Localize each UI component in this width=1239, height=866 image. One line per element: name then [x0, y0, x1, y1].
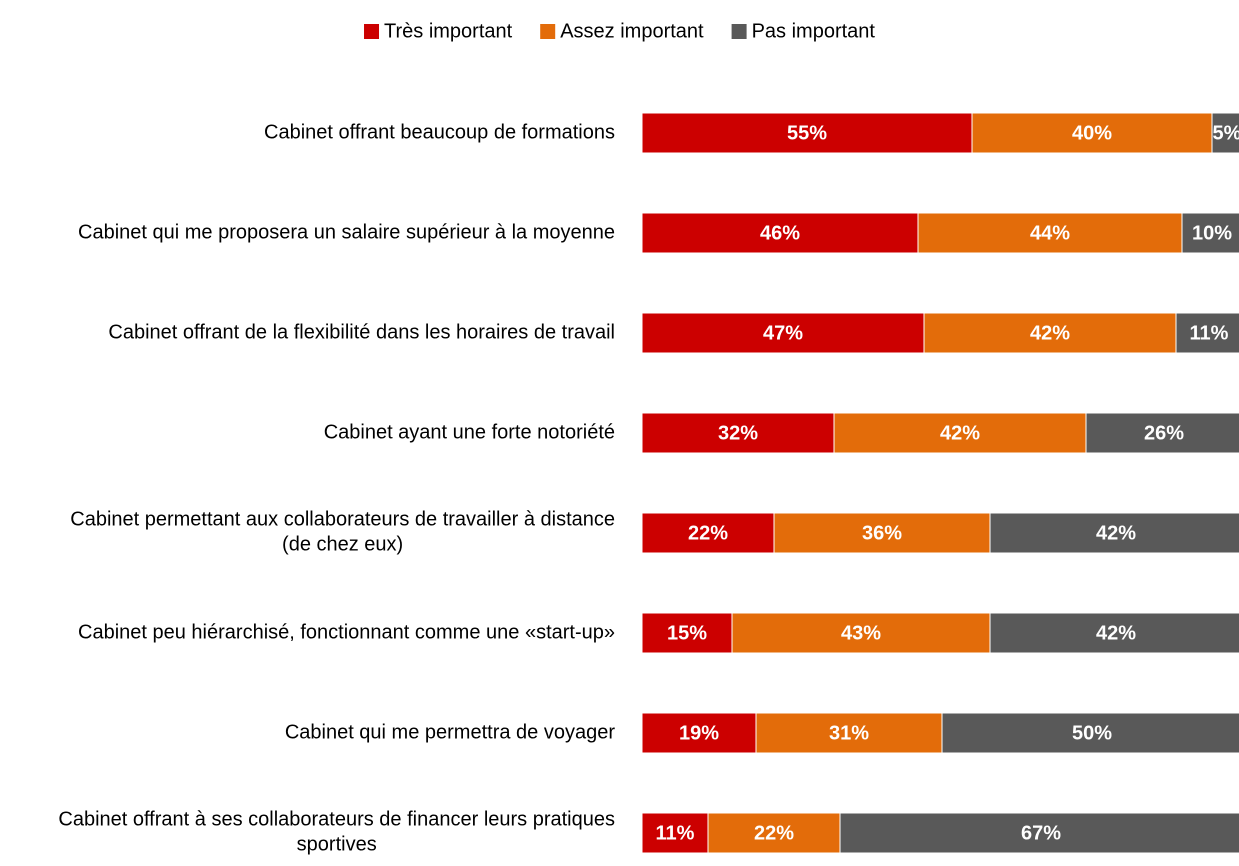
- value-label: 50%: [1072, 722, 1112, 744]
- value-label: 42%: [1096, 622, 1136, 644]
- value-label: 10%: [1192, 222, 1232, 244]
- legend-swatch: [731, 24, 747, 39]
- bar-segment: [1181, 212, 1239, 254]
- value-label: 11%: [1190, 322, 1229, 344]
- value-label: 46%: [760, 222, 800, 244]
- value-label: 36%: [862, 522, 902, 544]
- bar-segment: [839, 812, 1239, 854]
- category-label: Cabinet qui me permettra de voyager: [285, 721, 616, 743]
- value-label: 15%: [667, 622, 707, 644]
- bar-segment: [1211, 112, 1239, 154]
- category-label: Cabinet qui me proposera un salaire supé…: [78, 221, 615, 243]
- value-label: 44%: [1030, 222, 1070, 244]
- bar-segment: [989, 512, 1239, 554]
- value-label: 47%: [763, 322, 803, 344]
- value-label: 19%: [679, 722, 719, 744]
- bar-segment: [707, 812, 841, 854]
- bar-segment: [641, 712, 757, 754]
- bar-segment: [941, 712, 1239, 754]
- value-label: 22%: [754, 822, 794, 844]
- legend-swatch: [540, 24, 556, 39]
- value-label: 32%: [718, 422, 758, 444]
- value-label: 26%: [1144, 422, 1184, 444]
- bar-segment: [923, 312, 1177, 354]
- bar-segment: [755, 712, 943, 754]
- bar-segment: [641, 812, 709, 854]
- value-label: 31%: [829, 722, 869, 744]
- value-label: 5%: [1213, 122, 1239, 144]
- category-label: Cabinet ayant une forte notoriété: [324, 421, 615, 443]
- bar-segment: [641, 212, 919, 254]
- bar-segment: [1085, 412, 1239, 454]
- value-label: 11%: [656, 822, 695, 844]
- value-label: 22%: [688, 522, 728, 544]
- category-label: Cabinet offrant beaucoup de formations: [264, 121, 615, 143]
- bar-segment: [731, 612, 991, 654]
- bar-segment: [971, 112, 1213, 154]
- legend-label: Assez important: [560, 20, 704, 42]
- legend: Très important Assez important Pas importa…: [364, 20, 875, 42]
- bar-segment: [641, 512, 775, 554]
- value-label: 42%: [1030, 322, 1070, 344]
- category-label: Cabinet peu hiérarchisé, fonctionnant co…: [78, 621, 615, 643]
- category-label: Cabinet offrant de la flexibilité dans l…: [108, 321, 615, 343]
- legend-swatch: [364, 24, 380, 39]
- bar-segment: [917, 212, 1183, 254]
- value-label: 67%: [1021, 822, 1061, 844]
- category-label: Cabinet permettant aux collaborateurs de…: [70, 509, 615, 556]
- value-label: 55%: [787, 122, 827, 144]
- bar-segment: [641, 412, 835, 454]
- bar-segment: [641, 112, 973, 154]
- legend-label: Pas important: [752, 20, 876, 42]
- legend-label: Très important: [384, 20, 513, 42]
- bar-segment: [773, 512, 991, 554]
- bar-segment: [989, 612, 1239, 654]
- value-label: 40%: [1072, 122, 1112, 144]
- value-label: 42%: [940, 422, 980, 444]
- value-label: 43%: [841, 622, 881, 644]
- value-label: 42%: [1096, 522, 1136, 544]
- category-label: Cabinet offrant à ses collaborateurs de …: [58, 809, 615, 856]
- bar-segment: [1175, 312, 1239, 354]
- bar-segment: [641, 612, 733, 654]
